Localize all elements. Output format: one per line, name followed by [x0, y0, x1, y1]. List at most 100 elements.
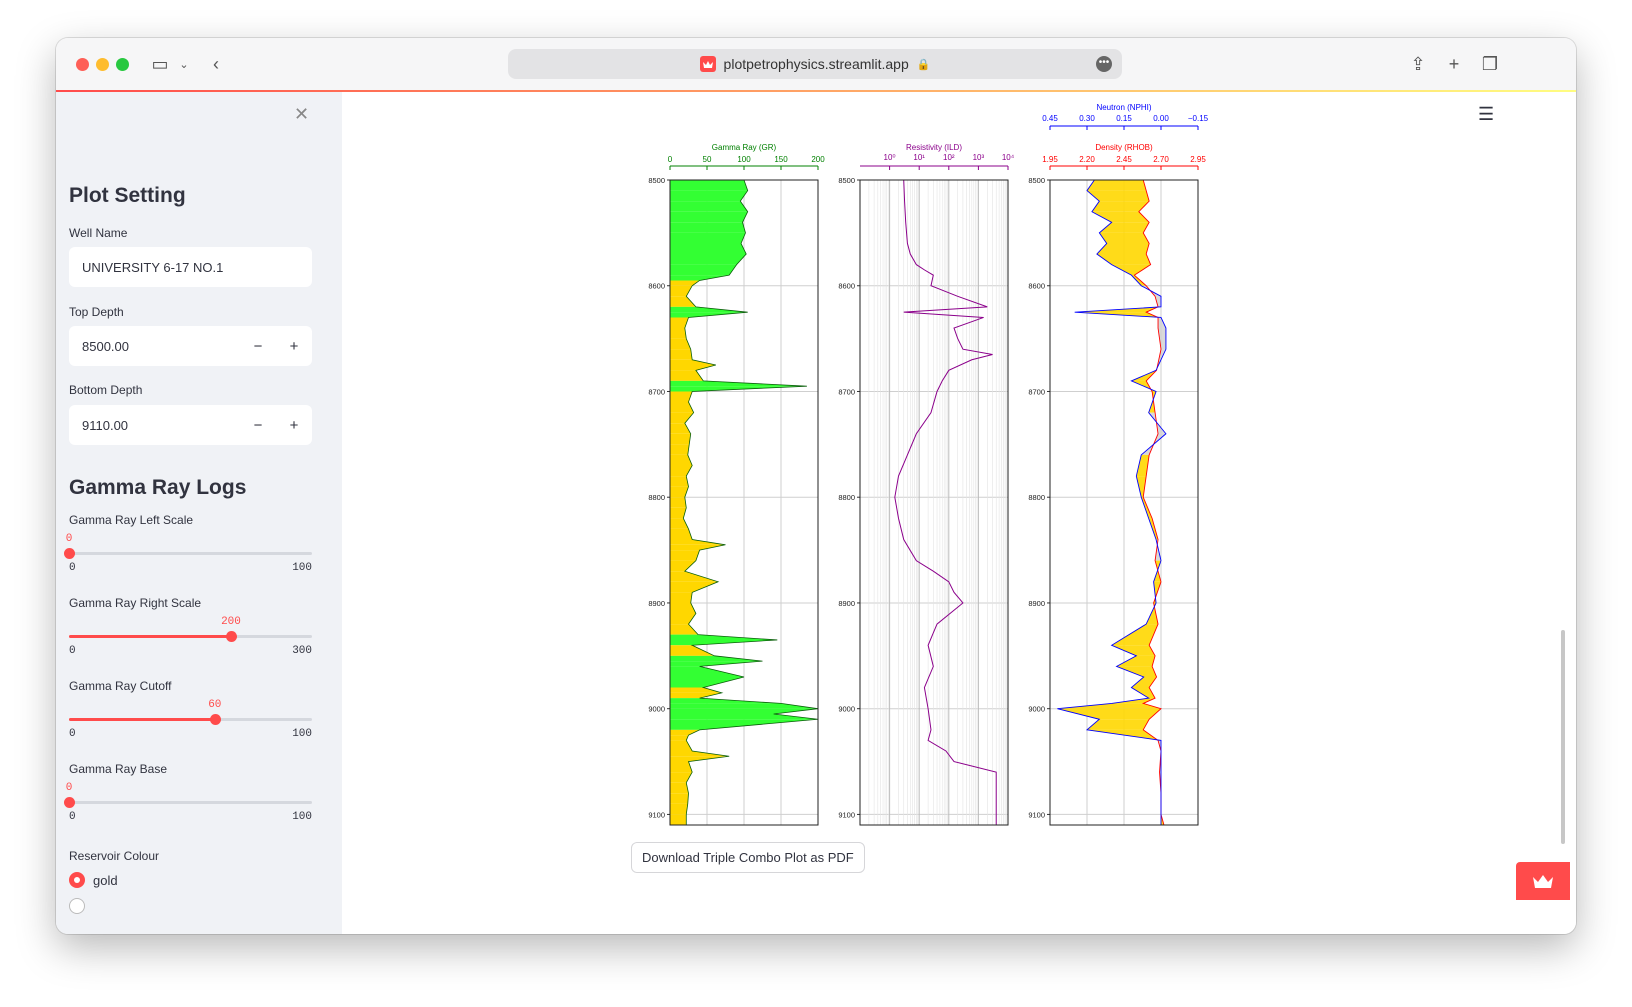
shale-fill — [670, 698, 781, 704]
shale-fill — [670, 724, 759, 730]
shale-fill — [670, 666, 744, 677]
gamma-ray-slider[interactable]: 0 0 100 — [64, 533, 312, 574]
y-tick-label: 8600 — [648, 282, 665, 291]
slider-thumb[interactable] — [64, 797, 75, 808]
tab-overview-icon[interactable]: ❐ — [1481, 53, 1499, 74]
resistivity-line — [894, 179, 997, 825]
reservoir-fill — [670, 692, 722, 699]
gamma-ray-slider[interactable]: 60 0 100 — [69, 699, 312, 740]
slider-track[interactable] — [69, 552, 312, 555]
y-tick-label: 8700 — [1028, 387, 1045, 396]
reservoir-fill — [670, 761, 693, 773]
gamma-ray-slider[interactable]: 0 0 100 — [64, 782, 312, 823]
slider-thumb[interactable] — [64, 548, 75, 559]
reservoir-fill — [670, 735, 689, 741]
well-name-input[interactable]: UNIVERSITY 6-17 NO.1 — [69, 247, 312, 287]
y-tick-label: 8700 — [648, 387, 665, 396]
reservoir-colour-option-next[interactable] — [69, 898, 93, 914]
shale-fill — [670, 275, 730, 281]
reservoir-fill — [670, 571, 719, 582]
reservoir-fill — [670, 285, 693, 297]
chevron-down-icon[interactable]: ⌄ — [179, 58, 189, 71]
reservoir-fill — [670, 402, 694, 413]
shale-fill — [670, 201, 748, 212]
y-tick-label: 8600 — [838, 282, 855, 291]
reservoir-fill — [670, 423, 691, 434]
plot-setting-heading: Plot Setting — [69, 184, 186, 207]
more-options-icon[interactable]: ••• — [1096, 56, 1112, 72]
separation-fill — [1158, 317, 1166, 329]
top-depth-increment-button[interactable]: + — [289, 337, 299, 355]
top-depth-input[interactable]: 8500.00 − + — [69, 326, 312, 366]
gamma-ray-axis-title: Gamma Ray (GR) — [712, 143, 777, 152]
x-tick-label: 0.30 — [1079, 114, 1095, 123]
close-window-button[interactable] — [76, 58, 89, 71]
crossover-fill — [1131, 275, 1147, 286]
x-tick-label: 10² — [943, 153, 955, 162]
slider-max: 300 — [292, 645, 312, 657]
reservoir-fill — [670, 349, 693, 360]
reservoir-fill — [670, 592, 693, 603]
crossover-fill — [1131, 676, 1157, 688]
bottom-depth-decrement-button[interactable]: − — [253, 416, 263, 434]
slider-thumb[interactable] — [225, 631, 237, 642]
reservoir-fill — [670, 560, 696, 572]
x-tick-label: 2.70 — [1153, 155, 1169, 164]
shale-fill — [670, 676, 744, 688]
x-tick-label: 2.45 — [1116, 155, 1132, 164]
close-sidebar-icon[interactable]: ✕ — [294, 104, 310, 124]
reservoir-fill — [670, 317, 689, 329]
reservoir-fill — [670, 338, 691, 350]
crossover-fill — [1057, 708, 1161, 720]
crossover-fill — [1096, 254, 1151, 265]
zoom-window-button[interactable] — [116, 58, 129, 71]
gamma-ray-slider[interactable]: 200 0 300 — [69, 616, 312, 657]
download-pdf-button[interactable]: Download Triple Combo Plot as PDF — [631, 842, 865, 873]
crossover-fill — [1099, 232, 1150, 244]
track-frame — [669, 179, 819, 826]
address-bar[interactable]: plotpetrophysics.streamlit.app 🔒 ••• — [508, 49, 1122, 79]
share-icon[interactable]: ⇪ — [1410, 53, 1426, 74]
sidebar-toggle-icon[interactable]: ▭ — [151, 53, 169, 74]
bottom-depth-label: Bottom Depth — [69, 383, 143, 397]
reservoir-fill — [670, 507, 687, 519]
gamma-ray-logs-heading: Gamma Ray Logs — [69, 476, 247, 499]
crossover-fill — [1111, 624, 1159, 646]
menu-icon[interactable]: ☰ — [1478, 104, 1495, 124]
x-tick-label: 100 — [737, 155, 751, 164]
density-line — [1133, 179, 1165, 826]
separation-fill — [1155, 296, 1161, 307]
scrollbar[interactable] — [1561, 630, 1565, 844]
x-tick-label: 10³ — [973, 153, 985, 162]
new-tab-icon[interactable]: + — [1448, 53, 1460, 74]
crossover-fill — [1111, 645, 1156, 656]
shale-fill — [670, 243, 747, 255]
shale-fill — [670, 713, 818, 720]
minimize-window-button[interactable] — [96, 58, 109, 71]
reservoir-fill — [670, 772, 693, 783]
shale-fill — [670, 661, 763, 667]
x-tick-label: 2.20 — [1079, 155, 1095, 164]
back-icon[interactable]: ‹ — [213, 53, 219, 74]
slider-min: 0 — [69, 728, 76, 740]
reservoir-fill — [670, 544, 726, 551]
shale-fill — [670, 222, 746, 233]
browser-window: ▭ ⌄ ‹ plotpetrophysics.streamlit.app 🔒 •… — [56, 38, 1576, 934]
x-tick-label: 0.00 — [1153, 114, 1169, 123]
shale-fill — [670, 180, 748, 191]
reservoir-fill — [670, 391, 693, 403]
bottom-depth-increment-button[interactable]: + — [289, 416, 299, 434]
reservoir-fill — [670, 412, 694, 424]
streamlit-crown-icon[interactable] — [1516, 862, 1570, 900]
y-tick-label: 9100 — [648, 810, 665, 819]
shale-fill — [670, 703, 818, 709]
shale-fill — [670, 306, 748, 313]
reservoir-fill — [670, 740, 693, 751]
slider-track[interactable] — [69, 801, 312, 804]
reservoir-colour-option-gold[interactable]: gold — [69, 872, 118, 888]
track-frame — [859, 179, 1009, 826]
slider-thumb[interactable] — [209, 714, 221, 725]
y-tick-label: 9000 — [1028, 705, 1045, 714]
top-depth-decrement-button[interactable]: − — [253, 337, 263, 355]
bottom-depth-input[interactable]: 9110.00 − + — [69, 405, 312, 445]
